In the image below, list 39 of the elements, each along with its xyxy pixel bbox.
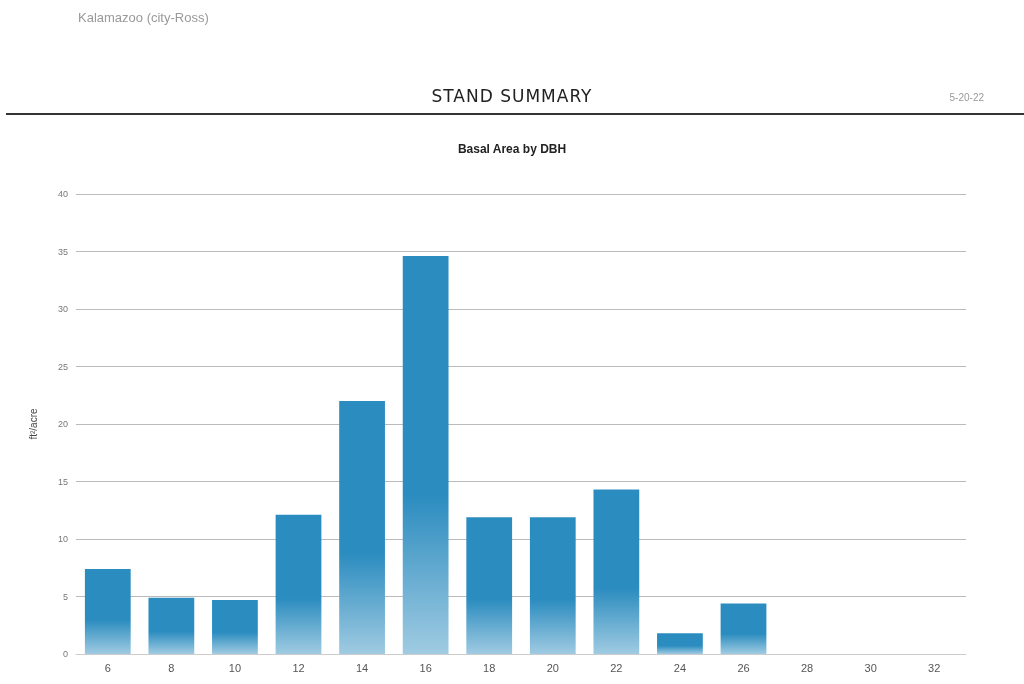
bar	[593, 489, 640, 654]
y-tick-label: 20	[57, 419, 68, 429]
text: Kalamazoo (city-Ross)	[78, 10, 209, 25]
bar	[402, 256, 449, 654]
x-tick-label: 18	[483, 661, 496, 674]
bar	[148, 597, 195, 654]
x-tick-label: 10	[228, 661, 242, 674]
x-tick-label: 32	[928, 661, 941, 674]
y-tick-label: 5	[62, 591, 68, 602]
y-tick-label: 35	[57, 246, 68, 257]
bar	[212, 599, 258, 654]
y-tick-label: 40	[57, 189, 68, 199]
bar	[529, 517, 576, 654]
bar	[466, 517, 513, 654]
bar	[275, 514, 322, 654]
x-tick-label: 8	[168, 661, 175, 674]
x-tick-label: 12	[292, 661, 305, 674]
x-tick-label: 6	[104, 661, 111, 674]
y-tick-label: 0	[62, 649, 68, 659]
bar	[657, 633, 703, 654]
bar	[720, 603, 767, 654]
x-tick-label: 20	[546, 661, 559, 674]
bar	[339, 401, 385, 654]
text: 5-20-22	[949, 92, 984, 103]
y-tick-label: 10	[57, 534, 68, 544]
y-tick-label: 30	[57, 304, 68, 314]
bar	[84, 568, 131, 654]
x-tick-label: 26	[737, 661, 750, 674]
x-tick-label: 30	[864, 661, 877, 674]
y-axis-title: ft²/acre	[27, 408, 39, 440]
x-tick-label: 14	[355, 661, 369, 674]
y-tick-label: 25	[57, 361, 68, 372]
x-tick-label: 24	[673, 661, 687, 674]
y-tick-label: 15	[57, 476, 68, 487]
x-tick-label: 28	[800, 661, 814, 674]
x-tick-label: 16	[419, 661, 432, 674]
chart-title: Basal Area by DBH	[457, 142, 567, 156]
x-tick-label: 22	[610, 661, 623, 674]
text: STAND SUMMARY	[431, 86, 593, 106]
